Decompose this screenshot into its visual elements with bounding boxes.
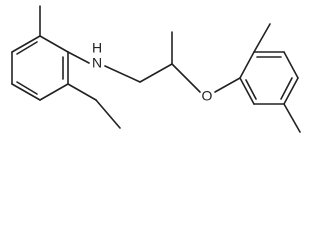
methyl-bond — [253, 23, 271, 53]
nitrogen-label: N — [92, 55, 102, 71]
methyl-bond — [283, 103, 301, 133]
hydrogen-label: H — [92, 40, 102, 56]
chain-bond — [104, 65, 141, 83]
ethyl-bond — [67, 83, 97, 101]
o-bond — [214, 77, 241, 93]
chain-bond — [171, 63, 201, 93]
oxygen-label: O — [202, 88, 213, 104]
left-ring — [11, 35, 69, 101]
molecule-diagram: H N O — [11, 5, 301, 133]
right-ring — [239, 51, 299, 105]
n-bond — [67, 51, 90, 64]
chain-bond — [139, 63, 173, 83]
ethyl-bond — [95, 99, 121, 129]
